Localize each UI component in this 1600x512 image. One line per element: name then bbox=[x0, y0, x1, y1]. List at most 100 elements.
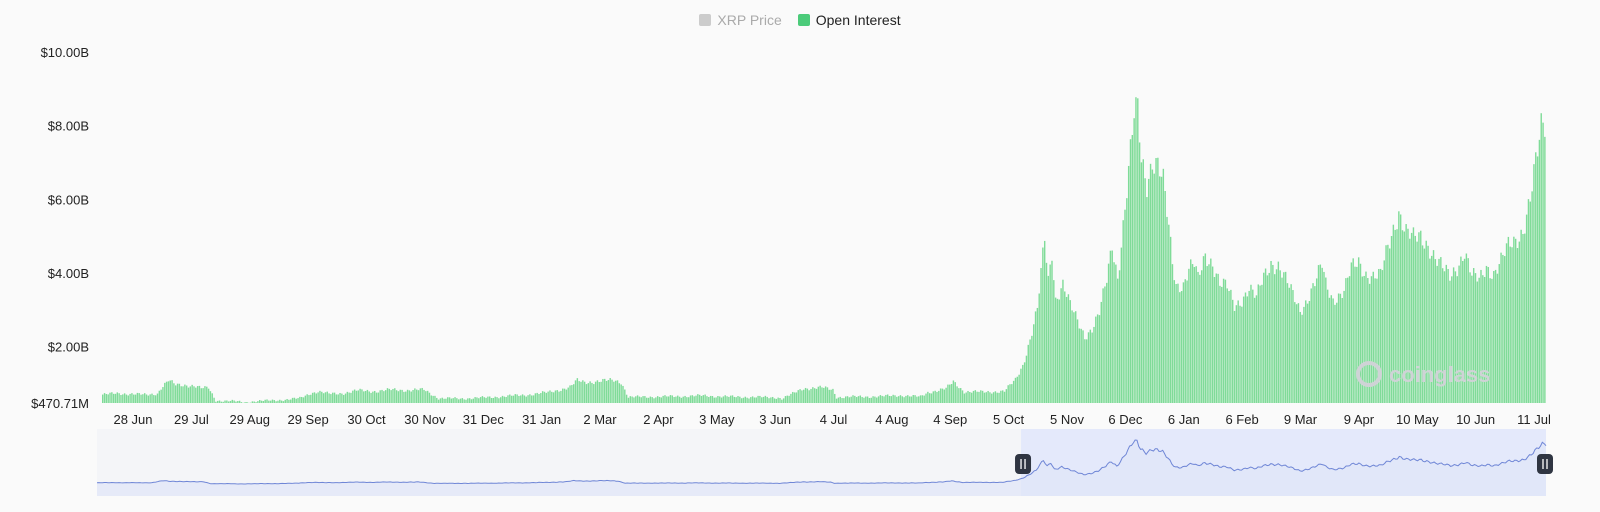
bar[interactable] bbox=[1308, 301, 1311, 403]
bar[interactable] bbox=[1142, 159, 1144, 403]
bar[interactable] bbox=[1191, 264, 1194, 403]
bar[interactable] bbox=[1516, 248, 1519, 403]
bar[interactable] bbox=[773, 398, 776, 403]
bar[interactable] bbox=[501, 395, 504, 403]
bar[interactable] bbox=[1491, 278, 1493, 403]
bar[interactable] bbox=[684, 395, 686, 403]
bar[interactable] bbox=[556, 390, 558, 403]
bar[interactable] bbox=[531, 395, 533, 403]
bar[interactable] bbox=[160, 389, 162, 403]
bar[interactable] bbox=[1341, 297, 1343, 403]
bar[interactable] bbox=[259, 400, 261, 403]
bar[interactable] bbox=[202, 388, 204, 403]
bar[interactable] bbox=[702, 395, 705, 403]
bar[interactable] bbox=[960, 388, 962, 403]
bar[interactable] bbox=[1113, 262, 1115, 403]
bar[interactable] bbox=[461, 398, 464, 403]
bar[interactable] bbox=[1493, 271, 1495, 403]
bar[interactable] bbox=[1370, 276, 1373, 403]
bar[interactable] bbox=[1148, 178, 1150, 403]
bar[interactable] bbox=[118, 393, 120, 403]
bar[interactable] bbox=[260, 400, 263, 403]
bar[interactable] bbox=[963, 393, 966, 403]
bar[interactable] bbox=[1107, 263, 1110, 403]
bar[interactable] bbox=[1292, 290, 1294, 403]
bar[interactable] bbox=[618, 383, 621, 403]
bar[interactable] bbox=[1314, 286, 1316, 403]
bar[interactable] bbox=[485, 397, 487, 403]
bar[interactable] bbox=[288, 399, 290, 403]
bar[interactable] bbox=[614, 380, 617, 403]
bar[interactable] bbox=[1122, 220, 1124, 403]
bar[interactable] bbox=[1511, 247, 1513, 403]
bar[interactable] bbox=[698, 394, 701, 403]
bar[interactable] bbox=[1365, 271, 1367, 403]
bar[interactable] bbox=[941, 388, 944, 403]
bar[interactable] bbox=[658, 396, 661, 403]
bar[interactable] bbox=[1284, 271, 1287, 403]
bar[interactable] bbox=[355, 390, 358, 403]
bar[interactable] bbox=[746, 397, 748, 403]
bar[interactable] bbox=[1524, 233, 1526, 403]
bar[interactable] bbox=[1091, 332, 1093, 403]
bar[interactable] bbox=[1487, 267, 1489, 403]
bar[interactable] bbox=[523, 395, 526, 403]
bar[interactable] bbox=[1449, 280, 1451, 403]
bar[interactable] bbox=[419, 388, 422, 403]
bar[interactable] bbox=[1188, 268, 1190, 403]
bar[interactable] bbox=[1294, 302, 1296, 403]
bar[interactable] bbox=[903, 397, 905, 403]
bar[interactable] bbox=[200, 388, 202, 403]
bar[interactable] bbox=[1224, 279, 1227, 403]
bar[interactable] bbox=[598, 382, 600, 403]
bar[interactable] bbox=[565, 389, 568, 403]
bar[interactable] bbox=[489, 396, 491, 403]
bar[interactable] bbox=[1242, 296, 1245, 403]
bar[interactable] bbox=[1098, 315, 1101, 403]
bar[interactable] bbox=[1182, 282, 1185, 403]
bar[interactable] bbox=[1208, 264, 1210, 403]
bar[interactable] bbox=[1199, 274, 1201, 403]
bar[interactable] bbox=[923, 395, 925, 403]
bar[interactable] bbox=[1306, 303, 1309, 403]
bar[interactable] bbox=[348, 392, 350, 403]
bar[interactable] bbox=[1312, 283, 1314, 403]
bar[interactable] bbox=[1184, 279, 1186, 403]
bar[interactable] bbox=[1036, 307, 1039, 403]
bar[interactable] bbox=[153, 395, 155, 403]
bar[interactable] bbox=[1106, 282, 1108, 403]
bar[interactable] bbox=[607, 380, 610, 403]
bar[interactable] bbox=[472, 398, 474, 403]
bar[interactable] bbox=[877, 396, 880, 403]
bar[interactable] bbox=[1237, 300, 1239, 403]
bar[interactable] bbox=[1452, 267, 1455, 403]
bar[interactable] bbox=[605, 380, 608, 403]
bar[interactable] bbox=[496, 397, 498, 403]
bar[interactable] bbox=[677, 395, 679, 403]
bar[interactable] bbox=[1067, 294, 1070, 403]
bar[interactable] bbox=[748, 398, 750, 403]
bar[interactable] bbox=[627, 397, 630, 403]
bar[interactable] bbox=[1303, 306, 1305, 403]
bar[interactable] bbox=[324, 392, 327, 403]
bar[interactable] bbox=[169, 380, 171, 403]
bar[interactable] bbox=[750, 397, 752, 403]
bar[interactable] bbox=[507, 395, 509, 403]
bar[interactable] bbox=[1054, 297, 1057, 403]
bar[interactable] bbox=[762, 396, 765, 403]
bar[interactable] bbox=[332, 392, 334, 403]
bar[interactable] bbox=[1527, 199, 1530, 403]
bar[interactable] bbox=[510, 395, 513, 403]
bar[interactable] bbox=[1301, 314, 1303, 403]
bar[interactable] bbox=[1387, 244, 1389, 403]
bar[interactable] bbox=[775, 398, 778, 403]
bar[interactable] bbox=[417, 390, 420, 403]
bar[interactable] bbox=[509, 394, 511, 403]
bar[interactable] bbox=[1273, 274, 1276, 403]
bar[interactable] bbox=[1418, 232, 1420, 403]
bar[interactable] bbox=[1385, 245, 1387, 403]
bar[interactable] bbox=[991, 393, 993, 403]
bar[interactable] bbox=[1359, 263, 1362, 403]
bar[interactable] bbox=[804, 387, 807, 403]
bar[interactable] bbox=[563, 388, 566, 403]
